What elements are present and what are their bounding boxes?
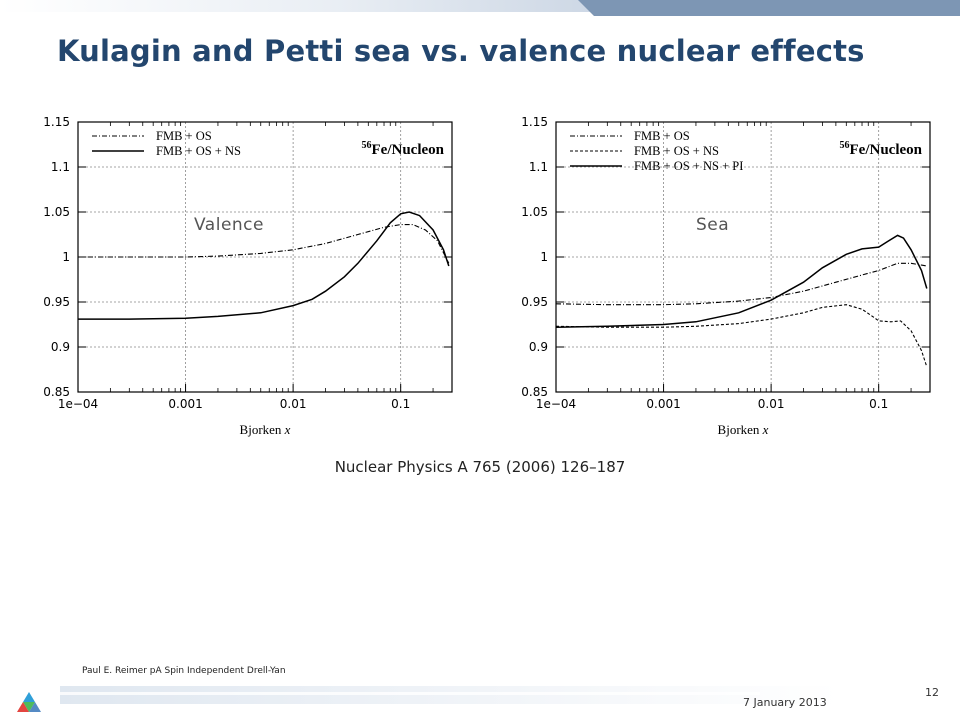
chart-svg-0: 1e−04 0.001 0.01 0.1 0.85 0.9 0.95 1 1.05 1.1 1.15… [43,115,453,437]
legend-label: FMB + OS + NS [634,144,719,158]
plot-frame [555,121,931,393]
y-tick-label: 1.15 [43,115,70,129]
y-tick-label: 1.1 [51,160,70,174]
chart-valence: 1e−04 0.001 0.01 0.1 0.85 0.9 0.95 1 1.05 1.1 1.15… [20,110,460,450]
footer-decor-line [60,692,760,695]
y-tick-label: 0.9 [529,340,548,354]
y-tick-label: 1.15 [521,115,548,129]
x-tick-label: 0.1 [391,397,410,411]
footer-date: 7 January 2013 [743,696,827,709]
chart-sea: 1e−04 0.001 0.01 0.1 0.85 0.9 0.95 1 1.05 1.1 1.15… [498,110,938,450]
series-line-1 [555,304,928,367]
footer-decor-bar [60,686,840,704]
chart-svg-1: 1e−04 0.001 0.01 0.1 0.85 0.9 0.95 1 1.05 1.1 1.15… [521,115,931,437]
y-tick-label: 0.95 [43,295,70,309]
y-tick-label: 0.9 [51,340,70,354]
series-line-0 [555,262,927,306]
series-line-2 [555,234,928,328]
panel-label: Valence [194,215,264,235]
panel-label: Sea [696,215,729,235]
y-tick-label: 0.95 [521,295,548,309]
chart-annotation: 56Fe/Nucleon [840,140,923,158]
x-tick-label: 0.001 [168,397,202,411]
x-tick-label: 0.1 [869,397,888,411]
footer-author: Paul E. Reimer pA Spin Independent Drell… [82,666,286,676]
page-number: 12 [925,686,939,699]
y-tick-label: 1 [540,250,548,264]
series-line-1 [78,211,450,320]
x-axis-label: Bjorken x [718,422,769,437]
x-tick-label: 0.001 [646,397,680,411]
y-tick-label: 1.05 [521,205,548,219]
legend-label: FMB + OS + NS + PI [634,159,743,173]
legend-label: FMB + OS [156,129,212,143]
legend-label: FMB + OS + NS [156,144,241,158]
chart-annotation: 56Fe/Nucleon [362,140,445,158]
x-tick-label: 0.01 [758,397,785,411]
x-axis-label: Bjorken x [240,422,291,437]
y-tick-label: 1.05 [43,205,70,219]
x-tick-label: 1e−04 [58,397,98,411]
slide-title: Kulagin and Petti sea vs. valence nuclea… [57,34,865,68]
x-tick-label: 1e−04 [536,397,576,411]
y-tick-label: 0.85 [43,385,70,399]
argonne-logo-icon [17,692,41,712]
y-tick-label: 1 [62,250,70,264]
top-accent-bar [578,0,960,16]
y-tick-label: 0.85 [521,385,548,399]
series-line-0 [78,224,450,264]
y-tick-label: 1.1 [529,160,548,174]
legend-label: FMB + OS [634,129,690,143]
citation: Nuclear Physics A 765 (2006) 126–187 [334,458,626,476]
x-tick-label: 0.01 [280,397,307,411]
